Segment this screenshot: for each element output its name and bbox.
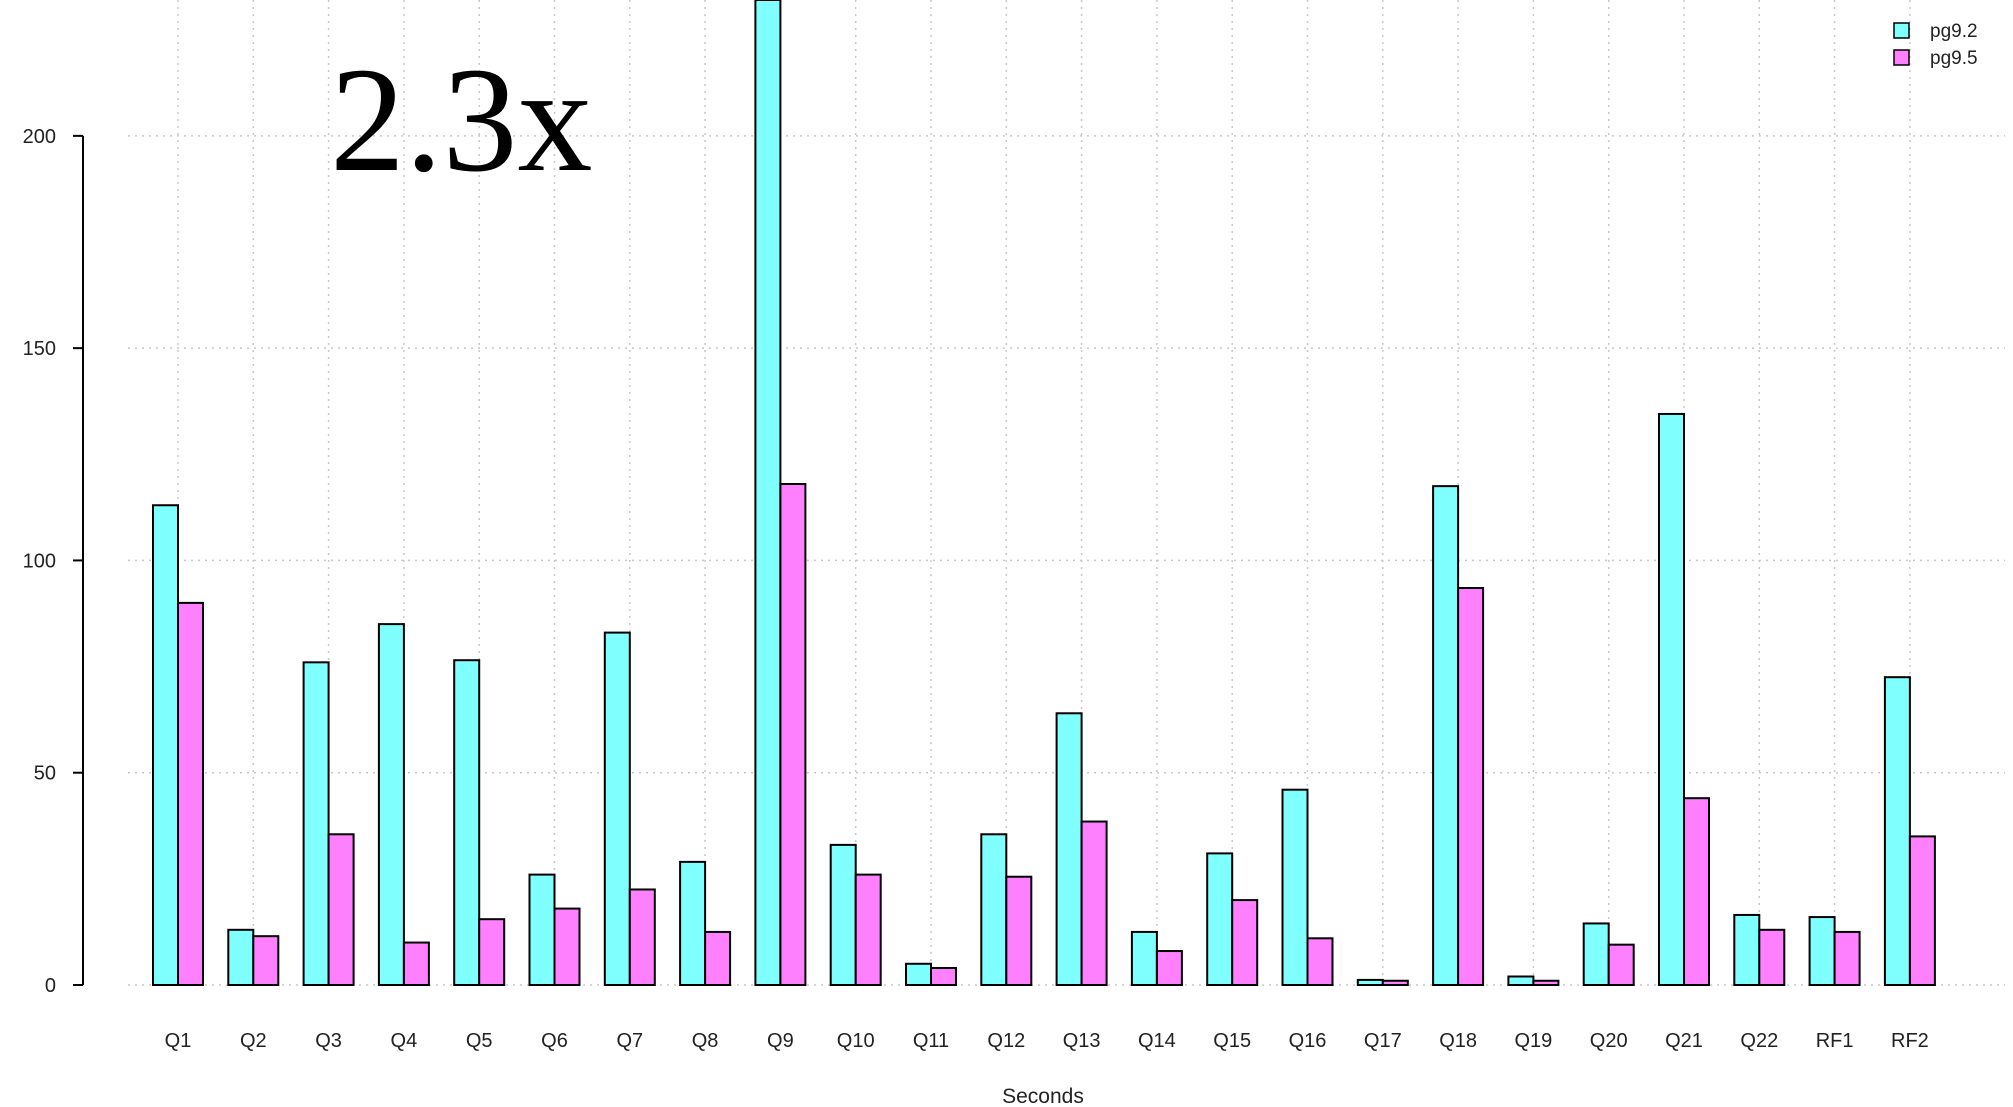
bar-pg92-q11 [905, 962, 932, 986]
legend-swatch-pg95 [1893, 49, 1910, 66]
x-tick-label: RF2 [1891, 1030, 1929, 1052]
x-tick-label: Q18 [1439, 1030, 1477, 1052]
bar-pg92-q16 [1281, 788, 1309, 987]
bar-pg95-q15 [1231, 899, 1259, 986]
bar-pg92-q15 [1206, 852, 1234, 986]
bar-pg95-q16 [1306, 937, 1334, 987]
bar-pg95-q2 [252, 935, 280, 986]
bar-pg92-q20 [1582, 922, 1610, 986]
x-tick-label: Q16 [1289, 1030, 1327, 1052]
y-tick-label: 50 [34, 763, 56, 785]
bar-pg95-rf2 [1908, 835, 1936, 987]
x-tick-label: Q8 [692, 1030, 719, 1052]
bar-pg92-q19 [1507, 975, 1535, 986]
bar-pg95-q13 [1080, 820, 1108, 986]
legend-label-pg95: pg9.5 [1930, 48, 1978, 69]
bar-pg95-q7 [628, 888, 656, 986]
x-tick-label: Q20 [1590, 1030, 1628, 1052]
bar-pg92-q22 [1733, 913, 1761, 986]
bar-pg92-q21 [1658, 412, 1685, 987]
bar-pg92-q3 [302, 661, 330, 986]
bar-pg92-q4 [377, 623, 405, 986]
bar-pg95-q12 [1005, 875, 1033, 987]
bar-pg95-q6 [553, 907, 581, 986]
y-axis: 0 50 100 150 200 [23, 126, 84, 997]
legend-swatch-pg92 [1893, 22, 1910, 39]
speedup-annotation: 2.3x [330, 37, 593, 203]
bar-pg92-q1 [152, 504, 179, 986]
x-tick-label: Q4 [391, 1030, 418, 1052]
bar-pg92-rf2 [1883, 676, 1911, 986]
bar-pg95-q9 [779, 483, 807, 986]
bar-pg95-q5 [478, 918, 506, 987]
bar-pg95-q17 [1381, 979, 1409, 987]
x-tick-label: Q6 [541, 1030, 568, 1052]
y-tick-label: 100 [23, 550, 56, 572]
bar-pg92-q10 [829, 843, 857, 986]
bar-pg92-q18 [1432, 485, 1460, 986]
x-tick-label: Q19 [1514, 1030, 1552, 1052]
x-tick-label: Q22 [1740, 1030, 1778, 1052]
bar-pg95-q1 [177, 601, 204, 986]
bar-pg95-q22 [1758, 928, 1786, 986]
bar-pg92-rf1 [1808, 916, 1836, 987]
x-tick-label: Q21 [1665, 1030, 1703, 1052]
x-axis: Q1 Q2 Q3 Q4 Q5 Q6 Q7 Q8 Q9 Q10 Q11 Q12 Q13 Q14 Q15 Q16 Q… [165, 1030, 1929, 1052]
bar-pg95-q14 [1155, 950, 1183, 987]
bar-pg95-q19 [1532, 979, 1560, 987]
y-tick-label: 0 [45, 975, 56, 997]
x-tick-label: Q7 [616, 1030, 643, 1052]
x-axis-title: Seconds [1002, 1085, 1084, 1107]
x-tick-label: Q17 [1364, 1030, 1402, 1052]
bar-pg95-q11 [930, 967, 957, 986]
y-tick-label: 200 [23, 126, 56, 148]
bar-pg95-q18 [1457, 587, 1485, 986]
x-tick-label: Q10 [837, 1030, 875, 1052]
bar-pg92-q9 [754, 0, 782, 986]
x-tick-label: Q3 [315, 1030, 342, 1052]
y-tick-label: 150 [23, 338, 56, 360]
x-tick-label: Q5 [466, 1030, 493, 1052]
bar-pg92-q12 [980, 833, 1008, 986]
x-tick-label: Q2 [240, 1030, 267, 1052]
x-tick-label: Q11 [913, 1030, 949, 1052]
bars [152, 0, 1936, 987]
bar-pg95-rf1 [1833, 930, 1861, 987]
legend: pg9.2 pg9.5 [1893, 21, 1978, 69]
bar-pg95-q20 [1607, 943, 1635, 987]
bar-pg92-q13 [1055, 712, 1083, 987]
bar-pg92-q7 [603, 631, 631, 987]
legend-label-pg92: pg9.2 [1930, 21, 1978, 42]
x-tick-label: RF1 [1816, 1030, 1854, 1052]
bar-pg95-q3 [327, 833, 355, 986]
x-tick-label: Q1 [165, 1030, 192, 1052]
bar-pg95-q10 [854, 873, 882, 986]
bar-pg92-q17 [1356, 978, 1384, 986]
bar-pg95-q8 [704, 930, 732, 987]
x-tick-label: Q9 [767, 1030, 794, 1052]
bar-pg92-q5 [453, 659, 481, 986]
bar-pg92-q8 [679, 860, 707, 986]
bar-pg92-q14 [1130, 930, 1158, 987]
bar-pg95-q4 [402, 941, 430, 986]
x-tick-label: Q12 [987, 1030, 1025, 1052]
bar-pg92-q2 [227, 928, 255, 986]
x-tick-label: Q14 [1138, 1030, 1176, 1052]
x-tick-label: Q13 [1063, 1030, 1101, 1052]
x-tick-label: Q15 [1213, 1030, 1251, 1052]
bar-pg95-q21 [1683, 797, 1710, 986]
bar-pg92-q6 [528, 873, 556, 986]
